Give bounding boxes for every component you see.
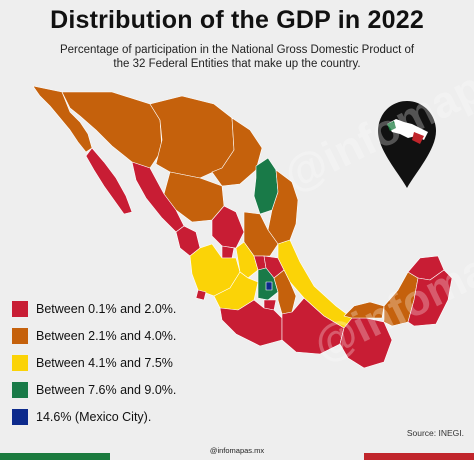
legend-label: 14.6% (Mexico City).	[36, 410, 152, 424]
legend-item-4: Between 7.6% and 9.0%.	[12, 381, 176, 399]
footer-handle: @infomapas.mx	[209, 446, 265, 455]
legend-label: Between 4.1% and 7.5%	[36, 356, 173, 370]
legend-label: Between 7.6% and 9.0%.	[36, 383, 177, 397]
legend-item-2: Between 2.1% and 4.0%.	[12, 327, 176, 345]
state-baja-california-sur	[85, 147, 133, 215]
state-colima	[195, 289, 207, 301]
legend-label: Between 2.1% and 4.0%.	[36, 329, 177, 343]
legend-item-1: Between 0.1% and 2.0%.	[12, 300, 176, 318]
legend-item-3: Between 4.1% and 7.5%	[12, 354, 176, 372]
map-pin-icon	[378, 101, 436, 188]
legend-label: Between 0.1% and 2.0%.	[36, 302, 177, 316]
state-tabasco	[343, 301, 385, 319]
state-zacatecas	[211, 205, 245, 249]
subtitle-line-2: the 32 Federal Entities that make up the…	[113, 58, 361, 70]
legend-swatch	[12, 301, 28, 317]
flag-bar-green	[0, 453, 110, 460]
map-subtitle: Percentage of participation in the Natio…	[30, 43, 444, 71]
legend-swatch	[12, 382, 28, 398]
state-aguascalientes	[221, 245, 235, 259]
map-title: Distribution of the GDP in 2022	[50, 6, 424, 34]
legend-swatch	[12, 355, 28, 371]
state-chiapas	[339, 317, 393, 369]
state-chihuahua	[149, 95, 235, 179]
legend-swatch	[12, 328, 28, 344]
state-quintana-roo	[407, 269, 453, 327]
legend: Between 0.1% and 2.0%. Between 2.1% and …	[12, 300, 176, 435]
state-baja-california	[32, 85, 93, 153]
legend-item-5: 14.6% (Mexico City).	[12, 408, 176, 426]
state-mexico-city	[265, 281, 273, 291]
legend-swatch	[12, 409, 28, 425]
subtitle-line-1: Percentage of participation in the Natio…	[59, 44, 415, 56]
source-note: Source: INEGI.	[406, 428, 464, 438]
state-coahuila	[211, 117, 263, 187]
flag-bar-red	[364, 453, 474, 460]
